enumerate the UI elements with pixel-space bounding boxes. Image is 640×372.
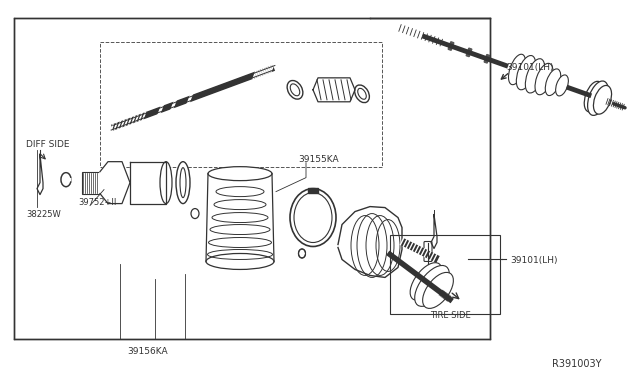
Ellipse shape	[176, 162, 190, 203]
Ellipse shape	[191, 209, 199, 219]
Ellipse shape	[160, 162, 172, 203]
Polygon shape	[338, 206, 402, 278]
Ellipse shape	[294, 193, 332, 243]
Text: 39752+II: 39752+II	[78, 198, 116, 206]
Ellipse shape	[410, 263, 442, 300]
Bar	[100, 42, 382, 167]
Ellipse shape	[355, 85, 369, 103]
Polygon shape	[61, 173, 70, 187]
Ellipse shape	[422, 272, 453, 308]
Ellipse shape	[358, 88, 366, 99]
Ellipse shape	[415, 266, 449, 307]
Ellipse shape	[545, 69, 561, 96]
Text: 39155KA: 39155KA	[298, 155, 339, 164]
Text: DIFF SIDE: DIFF SIDE	[26, 140, 70, 149]
Bar	[82, 171, 100, 193]
Polygon shape	[208, 174, 272, 262]
Ellipse shape	[180, 168, 186, 198]
Polygon shape	[100, 162, 130, 203]
Polygon shape	[130, 162, 166, 203]
Polygon shape	[37, 155, 43, 195]
Ellipse shape	[509, 54, 525, 85]
FancyBboxPatch shape	[424, 241, 432, 262]
Polygon shape	[308, 187, 318, 193]
Bar	[14, 18, 490, 339]
Polygon shape	[207, 174, 274, 259]
Polygon shape	[431, 215, 437, 248]
Text: TIRE SIDE: TIRE SIDE	[430, 311, 471, 320]
Text: 39101(LH): 39101(LH)	[506, 63, 554, 72]
Bar	[390, 234, 500, 314]
Ellipse shape	[208, 167, 272, 181]
Ellipse shape	[588, 81, 609, 115]
Ellipse shape	[61, 173, 71, 187]
Polygon shape	[313, 78, 355, 102]
Ellipse shape	[206, 253, 274, 269]
Text: R391003Y: R391003Y	[552, 359, 602, 369]
Text: 39101(LH): 39101(LH)	[510, 256, 557, 266]
Ellipse shape	[290, 189, 336, 247]
Ellipse shape	[525, 59, 545, 93]
Ellipse shape	[556, 75, 568, 96]
Text: 39156KA: 39156KA	[128, 347, 168, 356]
Ellipse shape	[584, 81, 603, 112]
Polygon shape	[484, 55, 490, 63]
Polygon shape	[466, 48, 472, 57]
Ellipse shape	[535, 63, 553, 95]
Text: 38225W: 38225W	[26, 209, 61, 219]
Ellipse shape	[298, 249, 305, 258]
Ellipse shape	[291, 84, 300, 96]
Ellipse shape	[287, 80, 303, 99]
Polygon shape	[448, 42, 454, 50]
Ellipse shape	[516, 55, 536, 90]
Ellipse shape	[593, 86, 612, 114]
